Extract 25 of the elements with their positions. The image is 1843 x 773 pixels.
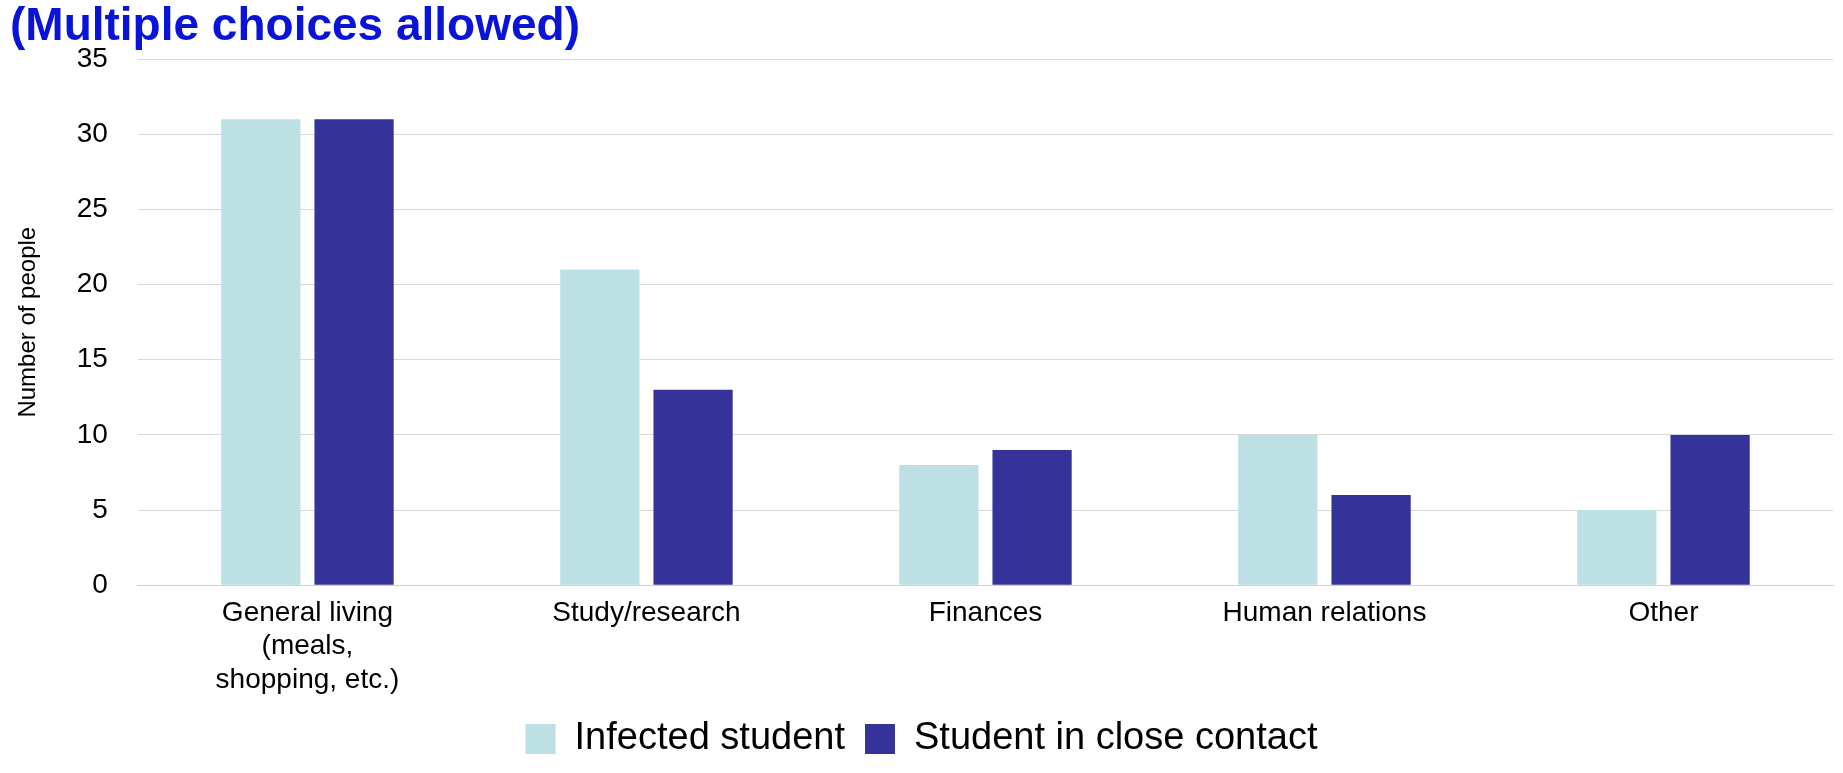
legend-label: Student in close contact [913, 715, 1318, 758]
bar [560, 269, 640, 585]
y-axis-title: Number of people [13, 226, 41, 418]
x-tick-label: Finances [928, 595, 1043, 627]
bar [1238, 434, 1318, 585]
bar [653, 389, 733, 585]
x-tick-label: Human relations [1222, 595, 1427, 627]
y-tick-label: 10 [76, 417, 108, 449]
x-tick-label: General living (meals, shopping, etc.) [215, 595, 400, 694]
bar [314, 119, 394, 585]
x-tick-label: Study/research [552, 595, 741, 627]
y-tick-label: 30 [76, 117, 108, 149]
x-tick-label: Other [1628, 595, 1699, 627]
bar [992, 449, 1072, 585]
bar [1577, 510, 1657, 585]
bar [1331, 495, 1411, 585]
bar [899, 464, 979, 585]
y-tick-label: 15 [76, 342, 108, 374]
legend-label: Infected student [574, 715, 846, 758]
y-tick-label: 5 [92, 492, 108, 524]
bar [221, 119, 301, 585]
bar [1670, 434, 1750, 585]
y-tick-label: 20 [76, 267, 108, 299]
y-tick-label: 25 [76, 192, 108, 224]
y-tick-label: 0 [92, 567, 108, 599]
